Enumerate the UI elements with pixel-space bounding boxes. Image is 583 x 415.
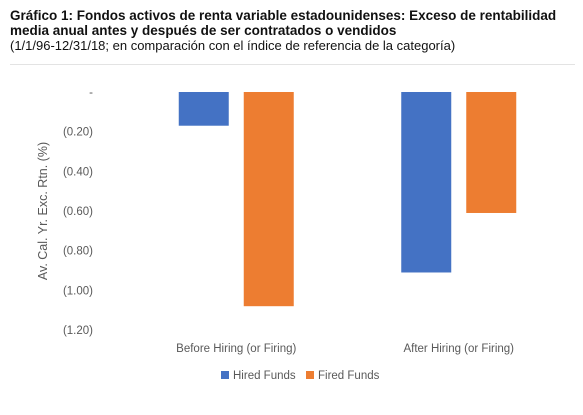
bar-hired-funds [178,92,229,126]
y-tick-label: (0.20) [63,127,93,139]
chart-subtitle: (1/1/96-12/31/18; en comparación con el … [10,38,456,53]
bar-fired-funds [466,92,517,213]
chart-title: Gráfico 1: Fondos activos de renta varia… [10,8,557,38]
y-axis-title: Av. Cal. Yr. Exc. Rtn. (%) [36,142,50,280]
legend-swatch-fired-funds [306,371,314,379]
x-category-label: After Hiring (or Firing) [403,343,514,355]
y-tick-label: - [89,87,93,99]
y-tick-label: (0.60) [63,206,93,218]
bar-hired-funds [401,92,452,273]
legend-swatch-hired-funds [221,371,229,379]
y-tick-label: (0.40) [63,166,93,178]
y-tick-label: (1.00) [63,285,93,297]
y-tick-label: (0.80) [63,246,93,258]
chart-panel: Av. Cal. Yr. Exc. Rtn. (%) - (0.20) (0.40) (… [10,64,575,410]
bar-fired-funds [243,92,294,307]
y-tick-label: (1.20) [63,325,93,337]
legend-label: Fired Funds [318,370,380,382]
bar-chart: Av. Cal. Yr. Exc. Rtn. (%) - (0.20) (0.40) (… [36,87,517,382]
x-category-label: Before Hiring (or Firing) [176,343,296,355]
legend-label: Hired Funds [233,370,296,382]
chart-header: Gráfico 1: Fondos activos de renta varia… [10,8,575,53]
